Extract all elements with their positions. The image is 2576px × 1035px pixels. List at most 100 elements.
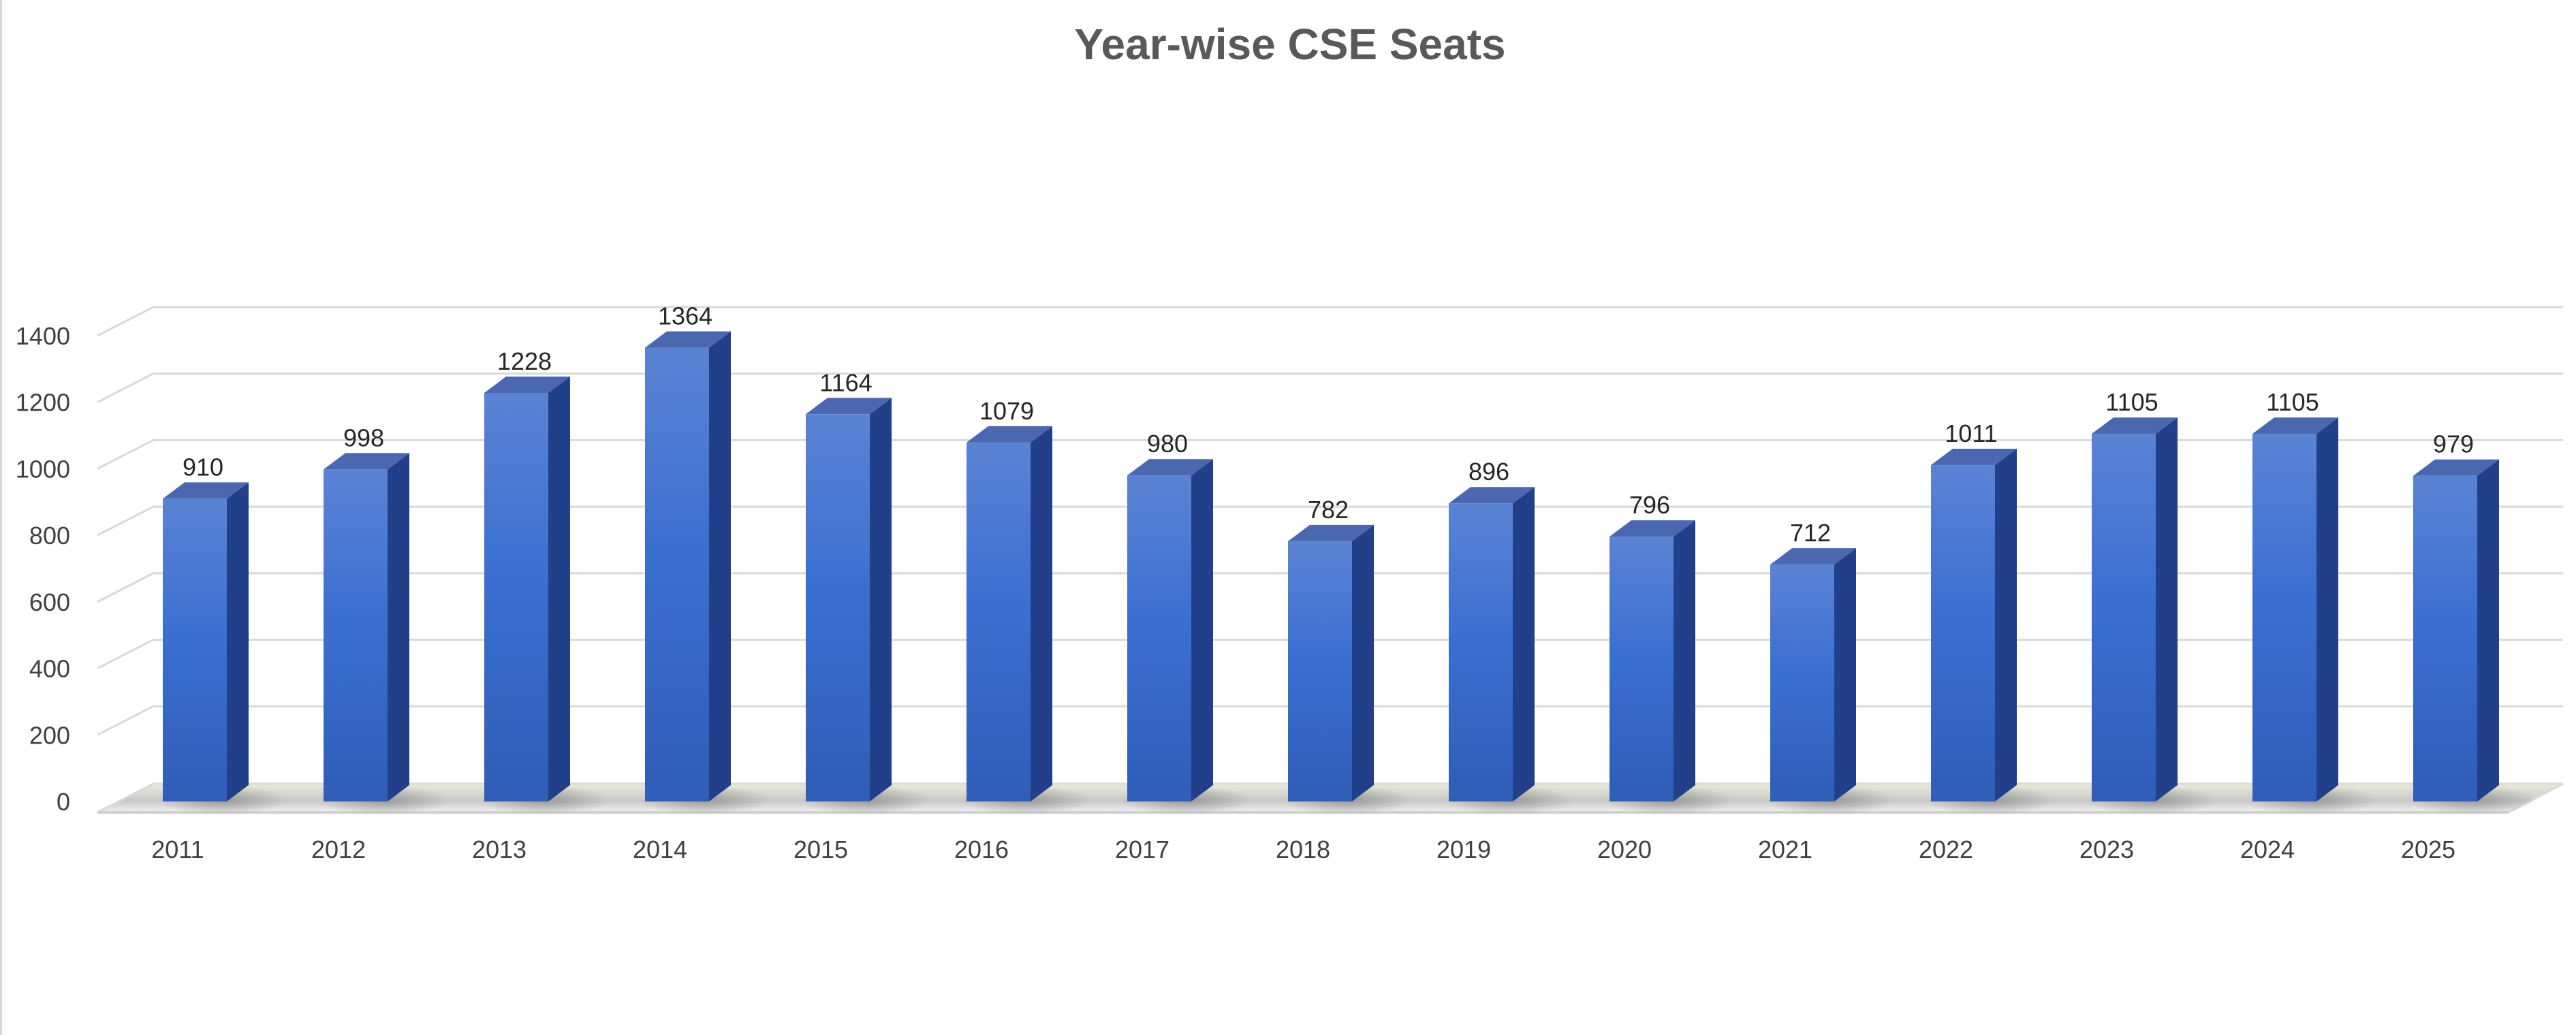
bar-side [1031,426,1052,801]
gridline [97,439,2563,470]
x-tick-label: 2020 [1597,835,1652,863]
data-label: 1105 [2105,388,2158,416]
bar-side [2477,459,2499,801]
bar-side [870,398,892,801]
bar-side [388,453,409,801]
bar-top [806,398,892,415]
x-tick-label: 2013 [472,835,527,863]
bar-front [1770,564,1834,801]
bar-2024 [2252,417,2338,801]
x-tick-label: 2019 [1436,835,1491,863]
bar-side [1995,449,2017,801]
bar-top [2092,417,2178,434]
x-tick-label: 2022 [1919,835,1973,863]
bar-2025 [2413,459,2499,801]
bar-2015 [806,398,892,801]
data-label: 1079 [979,397,1034,425]
y-tick-label: 200 [29,721,70,749]
y-tick-label: 600 [29,588,70,616]
y-tick-label: 800 [29,522,70,550]
gridlines [97,306,2563,736]
bar-side [548,377,570,801]
x-tick-label: 2024 [2240,835,2295,863]
bar-top [967,426,1052,443]
bar-2014 [645,331,731,801]
x-tick-label: 2017 [1115,835,1169,863]
data-label: 1164 [819,368,872,396]
bar-top [1931,449,2017,466]
bar-front [1288,541,1352,801]
bars [163,331,2499,801]
bar-top [1127,459,1213,476]
bar-side [1834,548,1856,801]
bar-2011 [163,482,249,801]
x-tick-label: 2021 [1758,835,1812,863]
bar-2012 [324,453,409,801]
y-tick-label: 400 [29,655,70,683]
x-tick-label: 2025 [2401,835,2455,863]
bar-top [324,453,409,470]
bar-top [645,331,731,348]
bar-front [1609,537,1674,801]
bar-2017 [1127,459,1213,801]
gridline [97,505,2563,537]
bar-front [645,347,709,801]
bar-front [2413,475,2477,801]
data-label: 998 [343,424,384,451]
bar-front [2252,434,2316,801]
bar-top [484,377,570,394]
bar-front [1127,475,1191,801]
gridline [97,372,2563,404]
labels: 0 200 400 600 800 1000 1200 1400 910 2011 998 2012 1… [16,302,2474,863]
data-label: 1105 [2266,388,2319,416]
bar-2018 [1288,524,1374,801]
bar-side [2156,417,2178,801]
bar-front [1449,503,1513,801]
y-tick-label: 0 [57,788,70,816]
bar-front [806,414,870,801]
bar-front [324,469,388,801]
bar-top [1609,520,1695,537]
bar-2021 [1770,548,1856,801]
data-label: 796 [1629,491,1670,519]
bar-2022 [1931,449,2017,801]
bar-2020 [1609,520,1695,801]
bar-side [227,482,249,801]
bar-side [1352,524,1374,801]
bar-front [967,442,1031,801]
y-tick-label: 1200 [16,389,70,417]
data-label: 896 [1468,458,1509,485]
data-label: 782 [1308,496,1349,524]
data-label: 1364 [658,302,712,330]
gridline [97,306,2563,337]
x-tick-label: 2014 [633,835,687,863]
x-tick-label: 2018 [1276,835,1330,863]
bar-side [2316,417,2338,801]
gridline [97,572,2563,603]
bar-2016 [967,426,1052,801]
chart-title: Year-wise CSE Seats [1074,20,1506,69]
bar-top [2252,417,2338,434]
bar-2013 [484,377,570,801]
data-label: 979 [2433,430,2474,458]
bar-side [1674,520,1695,801]
data-label: 980 [1147,430,1188,458]
x-tick-label: 2012 [311,835,366,863]
bar-2023 [2092,417,2178,801]
x-tick-label: 2016 [954,835,1009,863]
bar-front [484,393,548,801]
data-label: 1228 [497,347,552,375]
bar-side [1513,487,1535,801]
gridline [97,639,2563,669]
bar-front [2092,434,2156,801]
x-tick-label: 2023 [2079,835,2134,863]
bar-front [163,498,227,801]
bar-2019 [1449,487,1535,801]
bar-top [1770,548,1856,565]
bar-top [1449,487,1535,504]
bar-front [1931,465,1995,801]
data-label: 910 [183,453,223,481]
gridline [97,705,2563,736]
x-tick-label: 2015 [794,835,848,863]
